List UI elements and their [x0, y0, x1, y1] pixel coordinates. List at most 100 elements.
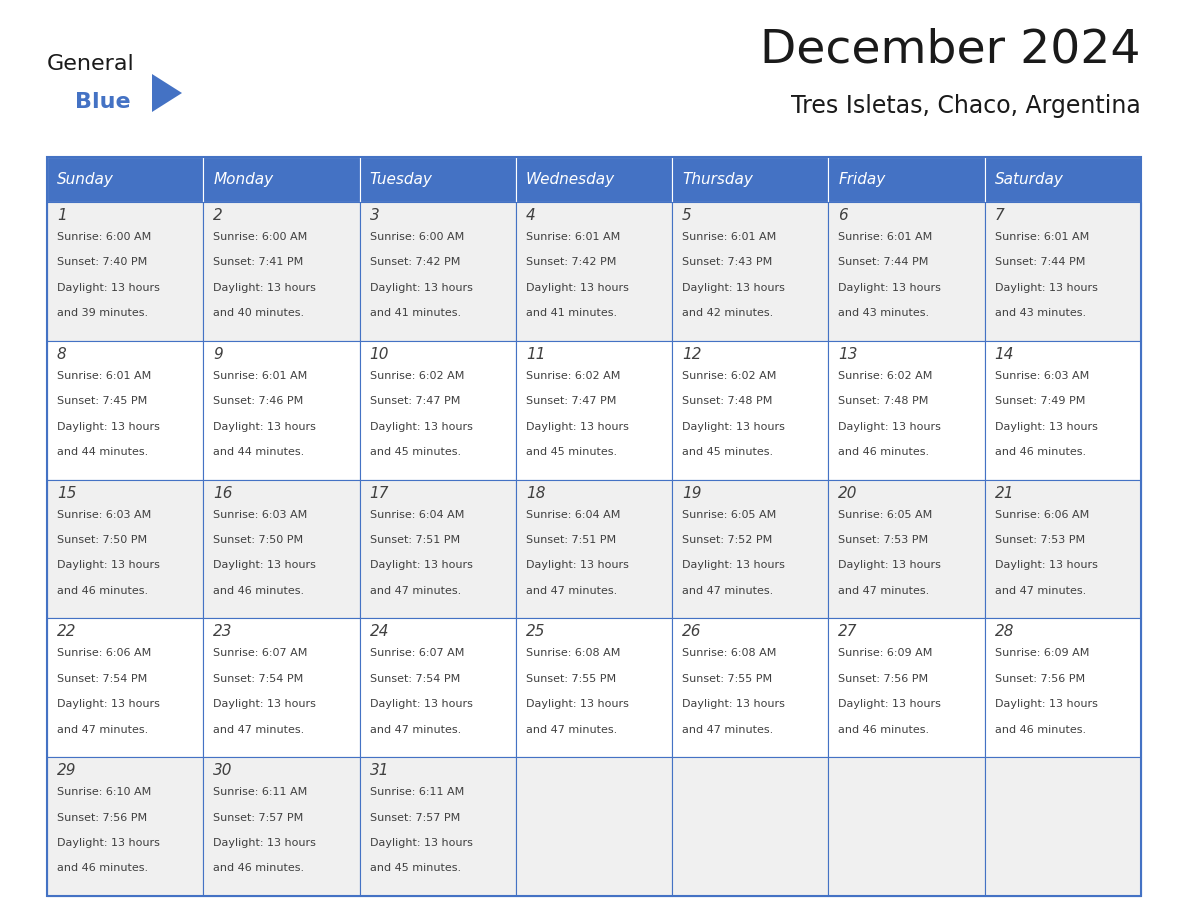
Text: Sunset: 7:44 PM: Sunset: 7:44 PM [839, 257, 929, 267]
Text: Daylight: 13 hours: Daylight: 13 hours [526, 700, 628, 710]
Text: Sunrise: 6:11 AM: Sunrise: 6:11 AM [369, 788, 463, 797]
Text: Sunrise: 6:00 AM: Sunrise: 6:00 AM [369, 232, 463, 242]
Text: 22: 22 [57, 624, 76, 640]
Text: Sunset: 7:47 PM: Sunset: 7:47 PM [369, 397, 460, 407]
Text: Daylight: 13 hours: Daylight: 13 hours [839, 421, 941, 431]
Text: Sunset: 7:54 PM: Sunset: 7:54 PM [369, 674, 460, 684]
Text: 3: 3 [369, 208, 379, 223]
Text: 4: 4 [526, 208, 536, 223]
Text: Daylight: 13 hours: Daylight: 13 hours [369, 838, 473, 848]
Text: 26: 26 [682, 624, 702, 640]
Bar [985, 619, 1140, 757]
Bar [516, 479, 672, 619]
Text: 19: 19 [682, 486, 702, 500]
Text: Sunrise: 6:02 AM: Sunrise: 6:02 AM [682, 371, 777, 381]
Bar [985, 202, 1140, 341]
Bar [203, 619, 360, 757]
Text: Sunset: 7:53 PM: Sunset: 7:53 PM [839, 535, 929, 545]
Bar [48, 757, 203, 896]
Text: Daylight: 13 hours: Daylight: 13 hours [214, 561, 316, 570]
Bar [985, 757, 1140, 896]
Text: 21: 21 [994, 486, 1015, 500]
Text: and 47 minutes.: and 47 minutes. [839, 586, 930, 596]
Text: Daylight: 13 hours: Daylight: 13 hours [369, 561, 473, 570]
Bar [360, 157, 516, 202]
Bar [828, 619, 985, 757]
Text: and 43 minutes.: and 43 minutes. [994, 308, 1086, 319]
Text: and 47 minutes.: and 47 minutes. [682, 586, 773, 596]
Text: and 46 minutes.: and 46 minutes. [994, 724, 1086, 734]
Bar [672, 619, 828, 757]
Bar [985, 341, 1140, 479]
Text: Sunrise: 6:01 AM: Sunrise: 6:01 AM [526, 232, 620, 242]
Text: 11: 11 [526, 347, 545, 362]
Bar [360, 479, 516, 619]
Text: and 46 minutes.: and 46 minutes. [214, 586, 304, 596]
Text: Daylight: 13 hours: Daylight: 13 hours [994, 561, 1098, 570]
Text: 13: 13 [839, 347, 858, 362]
Bar [672, 202, 828, 341]
Text: Sunrise: 6:04 AM: Sunrise: 6:04 AM [369, 509, 465, 520]
Text: 16: 16 [214, 486, 233, 500]
Text: Sunset: 7:41 PM: Sunset: 7:41 PM [214, 257, 304, 267]
Text: Sunset: 7:43 PM: Sunset: 7:43 PM [682, 257, 772, 267]
Text: Sunset: 7:42 PM: Sunset: 7:42 PM [526, 257, 617, 267]
Text: Daylight: 13 hours: Daylight: 13 hours [214, 700, 316, 710]
Bar [48, 202, 203, 341]
Text: 14: 14 [994, 347, 1015, 362]
Text: Friday: Friday [839, 172, 886, 187]
Text: Sunset: 7:48 PM: Sunset: 7:48 PM [682, 397, 772, 407]
Text: Daylight: 13 hours: Daylight: 13 hours [57, 283, 160, 293]
Text: Sunrise: 6:04 AM: Sunrise: 6:04 AM [526, 509, 620, 520]
Text: Daylight: 13 hours: Daylight: 13 hours [369, 700, 473, 710]
Text: Sunset: 7:56 PM: Sunset: 7:56 PM [57, 812, 147, 823]
Text: Sunrise: 6:11 AM: Sunrise: 6:11 AM [214, 788, 308, 797]
Bar [203, 341, 360, 479]
Text: Daylight: 13 hours: Daylight: 13 hours [214, 838, 316, 848]
Text: Sunrise: 6:06 AM: Sunrise: 6:06 AM [994, 509, 1089, 520]
Text: and 46 minutes.: and 46 minutes. [839, 447, 929, 457]
Text: Thursday: Thursday [682, 172, 753, 187]
Text: 27: 27 [839, 624, 858, 640]
Text: and 47 minutes.: and 47 minutes. [994, 586, 1086, 596]
Bar [360, 341, 516, 479]
Text: Sunset: 7:45 PM: Sunset: 7:45 PM [57, 397, 147, 407]
Text: Sunrise: 6:01 AM: Sunrise: 6:01 AM [57, 371, 151, 381]
Text: and 45 minutes.: and 45 minutes. [369, 864, 461, 874]
Text: 20: 20 [839, 486, 858, 500]
Text: Sunset: 7:50 PM: Sunset: 7:50 PM [57, 535, 147, 545]
Text: Sunrise: 6:08 AM: Sunrise: 6:08 AM [526, 648, 620, 658]
Text: Sunrise: 6:03 AM: Sunrise: 6:03 AM [57, 509, 151, 520]
Text: General: General [48, 54, 134, 74]
Text: and 47 minutes.: and 47 minutes. [682, 724, 773, 734]
Text: Sunrise: 6:02 AM: Sunrise: 6:02 AM [369, 371, 465, 381]
Text: Sunrise: 6:07 AM: Sunrise: 6:07 AM [214, 648, 308, 658]
Bar [828, 341, 985, 479]
Bar [672, 479, 828, 619]
Text: Sunset: 7:57 PM: Sunset: 7:57 PM [369, 812, 460, 823]
Text: 23: 23 [214, 624, 233, 640]
Text: Sunset: 7:51 PM: Sunset: 7:51 PM [369, 535, 460, 545]
Text: and 43 minutes.: and 43 minutes. [839, 308, 929, 319]
Bar [516, 757, 672, 896]
Text: Sunrise: 6:03 AM: Sunrise: 6:03 AM [214, 509, 308, 520]
Text: Daylight: 13 hours: Daylight: 13 hours [526, 561, 628, 570]
Text: and 47 minutes.: and 47 minutes. [526, 724, 617, 734]
Text: and 41 minutes.: and 41 minutes. [526, 308, 617, 319]
Bar [672, 757, 828, 896]
Text: 1: 1 [57, 208, 67, 223]
Text: Daylight: 13 hours: Daylight: 13 hours [682, 561, 785, 570]
Text: 25: 25 [526, 624, 545, 640]
Text: 17: 17 [369, 486, 390, 500]
Text: Daylight: 13 hours: Daylight: 13 hours [369, 283, 473, 293]
Text: Daylight: 13 hours: Daylight: 13 hours [214, 283, 316, 293]
Bar [516, 202, 672, 341]
Text: Sunset: 7:47 PM: Sunset: 7:47 PM [526, 397, 617, 407]
Bar [203, 202, 360, 341]
Text: 29: 29 [57, 763, 76, 778]
Text: Daylight: 13 hours: Daylight: 13 hours [57, 561, 160, 570]
Text: 15: 15 [57, 486, 76, 500]
Text: and 40 minutes.: and 40 minutes. [214, 308, 304, 319]
Polygon shape [152, 74, 182, 112]
Bar [360, 202, 516, 341]
